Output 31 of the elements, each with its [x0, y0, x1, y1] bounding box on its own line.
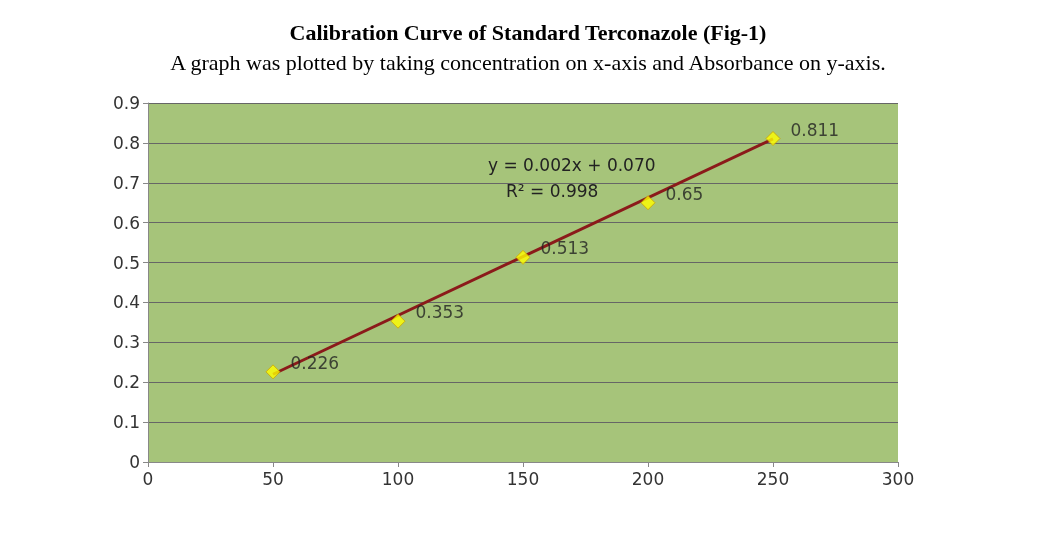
annotation: y = 0.002x + 0.070	[488, 154, 656, 175]
data-label: 0.353	[415, 302, 465, 323]
y-tick-label: 0.6	[112, 212, 140, 233]
y-tick-label: 0.2	[112, 372, 140, 393]
data-label: 0.811	[790, 119, 840, 140]
point	[265, 364, 281, 380]
point	[765, 131, 781, 146]
y-tick-label: 0.1	[112, 412, 140, 433]
y-tick-label: 0.3	[112, 332, 140, 353]
data-label: 0.513	[540, 238, 590, 259]
y-tick-label: 0.9	[112, 93, 140, 113]
x-tick-label: 50	[262, 468, 284, 489]
chart-subtitle: A graph was plotted by taking concentration on x-axis and Absorbance on y-axis.	[170, 49, 886, 75]
y-tick-label: 0	[129, 452, 140, 472]
data-label: 0.65	[665, 183, 704, 204]
y-tick-label: 0.5	[112, 252, 140, 273]
y-tick-label: 0.8	[112, 132, 140, 153]
x-tick-label: 300	[881, 468, 915, 489]
y-tick-label: 0.7	[112, 172, 140, 193]
chart-title: Calibration Curve of Standard Terconazole (Fig-1)	[289, 19, 767, 45]
x-tick-label: 0	[142, 468, 154, 489]
y-tick-label: 0.4	[112, 292, 140, 313]
annotation: R² = 0.998	[506, 180, 599, 201]
x-tick-label: 100	[381, 468, 415, 489]
x-tick-label: 200	[631, 468, 665, 489]
point	[515, 249, 531, 265]
point	[390, 313, 406, 329]
point	[640, 195, 656, 211]
x-tick-label: 150	[506, 468, 540, 489]
data-label: 0.226	[290, 352, 340, 373]
x-tick-label: 250	[756, 468, 790, 489]
